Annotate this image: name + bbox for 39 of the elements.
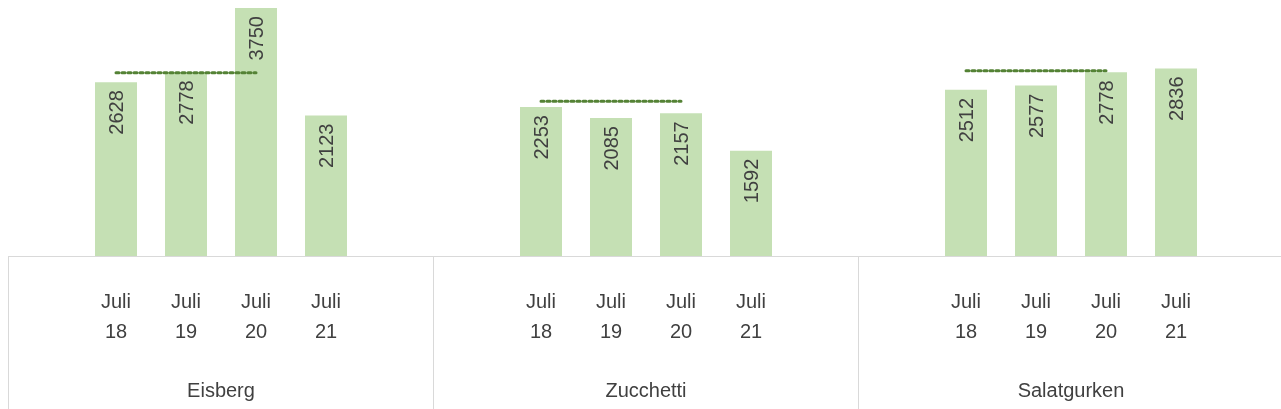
data-label: 2778 [175, 80, 197, 125]
bar [1015, 85, 1057, 256]
bar [945, 89, 987, 256]
x-tick-label: Juli 18 [950, 290, 982, 342]
bar [165, 72, 207, 256]
x-tick-label: Juli 18 [100, 290, 132, 342]
x-tick-label: Juli 19 [170, 290, 202, 342]
data-label: 2628 [105, 90, 127, 135]
bar [1155, 68, 1197, 256]
bar [730, 150, 772, 256]
data-label: 3750 [245, 16, 267, 61]
data-label: 1592 [740, 158, 762, 204]
x-tick-label: Juli 18 [525, 290, 557, 342]
data-label: 2123 [315, 123, 337, 169]
x-tick-label: Juli 19 [1020, 290, 1052, 342]
data-label: 2253 [530, 115, 552, 160]
data-label: 2157 [670, 121, 692, 166]
data-label: 2085 [600, 126, 622, 171]
bar [305, 115, 347, 256]
x-axis-title: Zucchetti [605, 379, 687, 401]
x-tick-label: Juli 21 [310, 290, 342, 342]
data-label: 2778 [1095, 80, 1117, 125]
x-axis-title: Eisberg [187, 379, 255, 401]
x-tick-label: Juli 20 [665, 290, 697, 342]
x-tick-label: Juli 21 [1160, 290, 1192, 342]
bar [235, 8, 277, 256]
bar [1085, 72, 1127, 256]
bar [95, 82, 137, 256]
x-tick-label: Juli 19 [595, 290, 627, 342]
data-label: 2512 [955, 97, 977, 143]
bar [660, 113, 702, 256]
bar [520, 107, 562, 256]
bar [590, 118, 632, 256]
x-tick-label: Juli 20 [1090, 290, 1122, 342]
x-axis-title: Salatgurken [1017, 379, 1125, 401]
data-label: 2577 [1025, 93, 1047, 139]
x-tick-label: Juli 21 [735, 290, 767, 342]
data-label: 2836 [1165, 76, 1187, 121]
x-tick-label: Juli 20 [240, 290, 272, 342]
